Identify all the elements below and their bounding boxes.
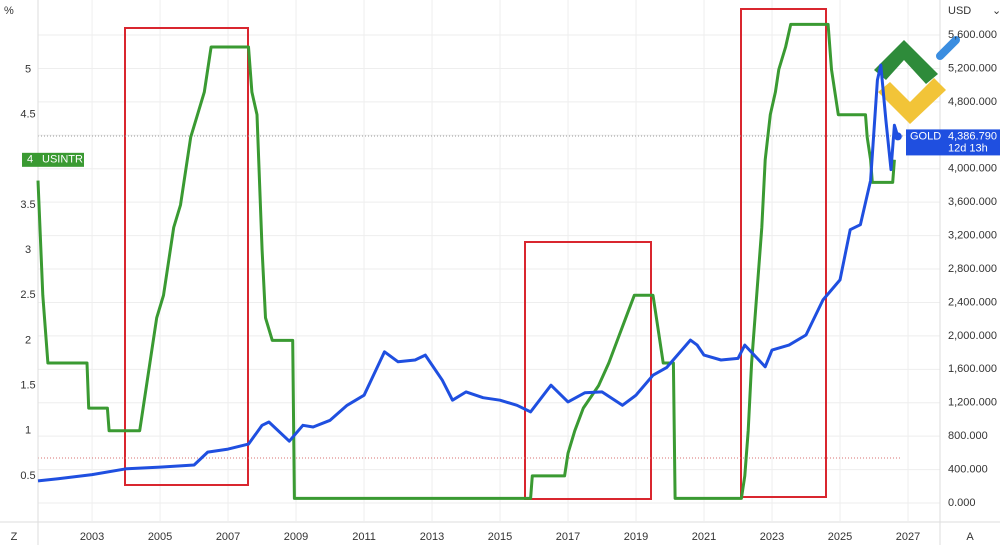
annotation-boxes [124,8,827,500]
last-point [893,132,902,141]
plot: 2003 2005 2007 2009 2011 2013 2015 2017 2019 2021… [20,22,1000,543]
x-tick-label: 2027 [896,531,920,543]
y2-unit: USD [948,5,971,17]
y2-tick-label: 5,600.000 [948,29,997,41]
highlight-box [124,27,249,486]
x-tick-label: 2019 [624,531,648,543]
x-tick-label: 2007 [216,531,240,543]
y-tick-label: 5 [25,63,31,75]
x-tick-label: 2021 [692,531,716,543]
corner-left: Z [11,531,18,543]
series-tag-name: USINTR [42,154,83,166]
y2-tick-label: 4,800.000 [948,96,997,108]
x-tick-label: 2003 [80,531,104,543]
y-tick-label: 2.5 [20,289,35,301]
series-tag [22,152,84,167]
y-tick-label: 3.5 [20,199,35,211]
y-tick-label: 4.5 [20,109,35,121]
y-tick-label: 3 [25,244,31,256]
y2-tick-label: 1,600.000 [948,363,997,375]
x-tick-label: 2025 [828,531,852,543]
y2-tick-label: 2,400.000 [948,296,997,308]
y2-tick-label: 4,000.000 [948,163,997,175]
y-tick-label: 1 [25,425,31,437]
y-tick-label: 1.5 [20,379,35,391]
y-tick-label: 0.5 [20,470,35,482]
series-tag-name: GOLD [910,130,941,142]
corner-right: A [966,531,974,543]
x-tick-label: 2013 [420,531,444,543]
y2-tick-label: 2,000.000 [948,330,997,342]
series-tag-value: 4,386.790 [948,130,997,142]
x-tick-label: 2023 [760,531,784,543]
x-tick-label: 2011 [352,531,376,543]
y2-tick-label: 800.000 [948,430,988,442]
y2-tick-label: 2,800.000 [948,263,997,275]
y2-tick-label: 3,600.000 [948,196,997,208]
x-tick-label: 2015 [488,531,512,543]
dropdown-icon[interactable]: ⌄ [992,5,1000,17]
series-tag [906,129,1000,156]
series-tag-countdown: 12d 13h [948,142,988,154]
y2-tick-label: 400.000 [948,464,988,476]
y-tick-label: 2 [25,334,31,346]
logo [874,36,960,124]
y-unit: % [4,5,14,17]
y2-tick-label: 5,200.000 [948,62,997,74]
highlight-box [524,241,652,500]
x-tick-label: 2005 [148,531,172,543]
x-tick-label: 2017 [556,531,580,543]
y2-tick-label: 1,200.000 [948,397,997,409]
grid [38,0,940,521]
x-tick-label: 2009 [284,531,308,543]
series-line [36,22,896,500]
y2-tick-label: 3,200.000 [948,230,997,242]
highlight-box [740,8,827,498]
y2-tick-label: 0.000 [948,497,976,509]
series-line [37,63,900,483]
series-tag-value: 4 [27,154,33,166]
